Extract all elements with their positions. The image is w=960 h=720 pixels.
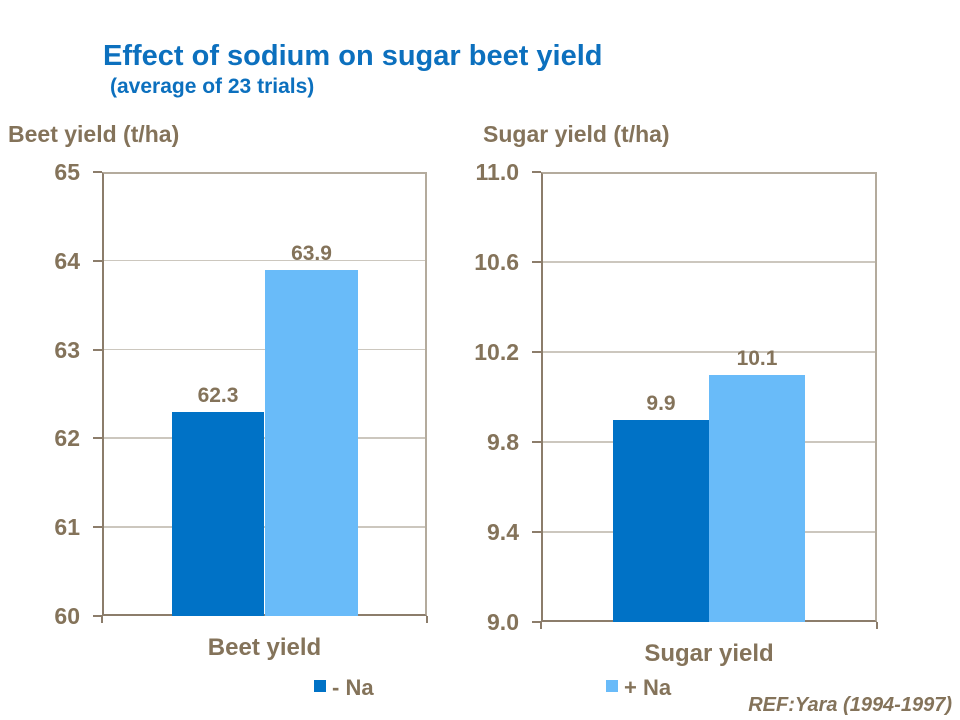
beet-yield-xtick-mark <box>426 616 428 623</box>
beet-yield-gridline <box>104 437 425 439</box>
beet-yield-gridline <box>104 259 425 262</box>
beet-yield-bar-series-0 <box>172 411 264 616</box>
sugar-yield-xtick-mark <box>876 622 878 629</box>
sugar-yield-ytick-label: 11.0 <box>475 159 520 185</box>
beet-yield-category-label: Beet yield <box>207 634 322 661</box>
sugar-yield-category-label: Sugar yield <box>644 640 774 667</box>
beet-yield-ytick-mark <box>93 615 102 617</box>
sugar-yield-ytick-mark <box>532 171 541 173</box>
sugar-yield-legend-label: + Na <box>624 675 672 700</box>
sugar-yield-legend-swatch <box>606 680 618 692</box>
beet-yield-ytick-label: 60 <box>54 603 80 629</box>
beet-yield-data-label-series-1: 63.9 <box>291 241 332 265</box>
beet-yield-legend-swatch <box>314 680 326 692</box>
beet-yield-gridline <box>104 526 425 528</box>
beet-yield-ytick-mark <box>93 437 102 440</box>
sugar-yield-ytick-label: 9.4 <box>487 519 519 545</box>
sugar-yield-ytick-mark <box>532 351 541 353</box>
beet-yield-legend-label: - Na <box>332 675 374 700</box>
beet-yield-ytick-label: 62 <box>54 425 80 452</box>
beet-yield-bar-series-1 <box>265 269 358 616</box>
sugar-yield-data-label-series-0: 9.9 <box>646 391 676 415</box>
beet-yield-ytick-mark <box>93 259 102 262</box>
sugar-yield-bar-series-0 <box>613 419 709 622</box>
beet-yield-ytick-mark <box>93 526 102 529</box>
sugar-yield-ytick-mark <box>532 621 541 623</box>
beet-yield-xtick-mark <box>101 616 103 623</box>
beet-yield-plot-area <box>102 172 427 616</box>
page-subtitle: (average of 23 trials) <box>110 75 315 98</box>
sugar-yield-data-label-series-1: 10.1 <box>736 346 778 370</box>
sugar-yield-bar-series-1 <box>709 374 805 622</box>
beet-yield-data-label-series-0: 62.3 <box>197 383 239 407</box>
reference-text: REF:Yara (1994-1997) <box>748 694 952 716</box>
sugar-yield-ytick-mark <box>532 261 541 263</box>
beet-yield-ytick-mark <box>93 171 102 173</box>
beet-yield-ytick-mark <box>93 348 102 351</box>
sugar-yield-axis-title: Sugar yield (t/ha) <box>483 121 670 147</box>
sugar-yield-xtick-mark <box>540 622 542 629</box>
beet-yield-gridline <box>104 348 425 351</box>
sugar-yield-ytick-label: 9.0 <box>487 609 519 635</box>
sugar-yield-ytick-label: 9.8 <box>487 429 519 455</box>
beet-yield-ytick-label: 64 <box>54 247 80 274</box>
beet-yield-ytick-label: 63 <box>54 336 80 363</box>
page-title: Effect of sodium on sugar beet yield <box>103 40 603 72</box>
beet-yield-axis-title: Beet yield (t/ha) <box>8 121 180 147</box>
sugar-yield-ytick-mark <box>532 441 541 443</box>
sugar-yield-ytick-label: 10.6 <box>474 249 519 275</box>
beet-yield-ytick-label: 65 <box>54 159 80 185</box>
sugar-yield-gridline <box>543 351 875 353</box>
beet-yield-ytick-label: 61 <box>54 514 80 541</box>
sugar-yield-gridline <box>543 261 875 263</box>
sugar-yield-ytick-label: 10.2 <box>474 339 519 365</box>
sugar-yield-ytick-mark <box>532 531 541 533</box>
